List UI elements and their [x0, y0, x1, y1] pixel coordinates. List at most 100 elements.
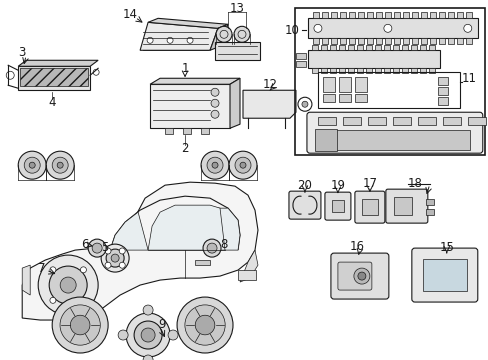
Circle shape — [383, 24, 391, 32]
Circle shape — [118, 330, 128, 340]
Bar — [465, 12, 471, 18]
Circle shape — [49, 266, 87, 304]
Bar — [428, 45, 434, 50]
Circle shape — [167, 37, 173, 43]
Bar — [314, 129, 336, 151]
Bar — [419, 68, 425, 73]
Bar — [311, 45, 317, 50]
Polygon shape — [18, 66, 90, 90]
Circle shape — [168, 330, 178, 340]
Circle shape — [147, 37, 153, 43]
Bar — [357, 12, 363, 18]
Bar — [183, 128, 191, 134]
Text: 2: 2 — [181, 142, 188, 155]
Circle shape — [18, 151, 46, 179]
Bar — [312, 38, 318, 44]
Circle shape — [126, 313, 170, 357]
Circle shape — [88, 239, 106, 257]
Bar — [312, 12, 318, 18]
Bar — [383, 45, 389, 50]
Bar — [384, 38, 390, 44]
Bar — [338, 68, 344, 73]
Bar — [374, 45, 380, 50]
Bar — [375, 38, 381, 44]
Text: 20: 20 — [297, 179, 312, 192]
Bar — [354, 94, 366, 102]
Bar — [338, 45, 344, 50]
Circle shape — [24, 157, 40, 173]
Bar — [419, 45, 425, 50]
Bar — [442, 117, 460, 125]
Polygon shape — [218, 208, 240, 250]
Circle shape — [50, 297, 56, 303]
Circle shape — [111, 254, 119, 262]
Bar — [456, 38, 462, 44]
FancyBboxPatch shape — [324, 192, 350, 220]
Bar — [342, 117, 360, 125]
Bar — [428, 68, 434, 73]
Bar — [354, 77, 366, 92]
Bar — [411, 38, 417, 44]
Bar — [392, 68, 398, 73]
Bar — [429, 12, 435, 18]
Polygon shape — [110, 212, 148, 250]
Bar — [342, 138, 360, 146]
Circle shape — [212, 162, 218, 168]
Bar — [311, 68, 317, 73]
Circle shape — [141, 328, 155, 342]
Circle shape — [216, 26, 231, 42]
Circle shape — [228, 151, 257, 179]
Bar — [410, 45, 416, 50]
Text: 7: 7 — [39, 262, 46, 275]
Text: 12: 12 — [262, 78, 277, 91]
Bar — [165, 128, 173, 134]
FancyBboxPatch shape — [411, 248, 477, 302]
Text: 5: 5 — [101, 240, 109, 253]
Circle shape — [92, 243, 102, 253]
Bar — [429, 38, 435, 44]
Circle shape — [313, 24, 321, 32]
Circle shape — [80, 267, 86, 273]
Bar — [338, 94, 350, 102]
Bar — [295, 53, 305, 59]
Bar — [294, 8, 484, 155]
Circle shape — [29, 162, 35, 168]
Bar — [321, 12, 327, 18]
Bar — [401, 45, 407, 50]
Circle shape — [184, 305, 224, 345]
Circle shape — [201, 151, 228, 179]
Bar — [201, 128, 208, 134]
Bar — [392, 117, 410, 125]
Bar — [374, 68, 380, 73]
Bar — [367, 117, 385, 125]
Circle shape — [187, 37, 193, 43]
Bar — [425, 199, 433, 205]
Bar — [417, 117, 435, 125]
Bar — [420, 12, 426, 18]
Text: 8: 8 — [220, 238, 227, 251]
Bar — [320, 68, 326, 73]
Bar — [361, 199, 377, 215]
Polygon shape — [18, 60, 98, 66]
Bar — [366, 38, 372, 44]
Bar — [456, 12, 462, 18]
Text: 1: 1 — [181, 62, 188, 75]
Circle shape — [106, 249, 124, 267]
Bar — [348, 38, 354, 44]
Polygon shape — [150, 78, 240, 84]
Bar — [295, 61, 305, 67]
Bar — [330, 38, 336, 44]
Bar — [465, 38, 471, 44]
FancyBboxPatch shape — [385, 189, 427, 223]
Bar — [195, 260, 210, 265]
Bar — [322, 94, 334, 102]
Circle shape — [46, 151, 74, 179]
Bar — [420, 38, 426, 44]
Circle shape — [234, 26, 249, 42]
Bar — [392, 138, 410, 146]
Polygon shape — [22, 182, 258, 320]
Bar — [322, 77, 334, 92]
Circle shape — [70, 315, 90, 335]
Bar — [317, 117, 335, 125]
Bar — [365, 45, 371, 50]
